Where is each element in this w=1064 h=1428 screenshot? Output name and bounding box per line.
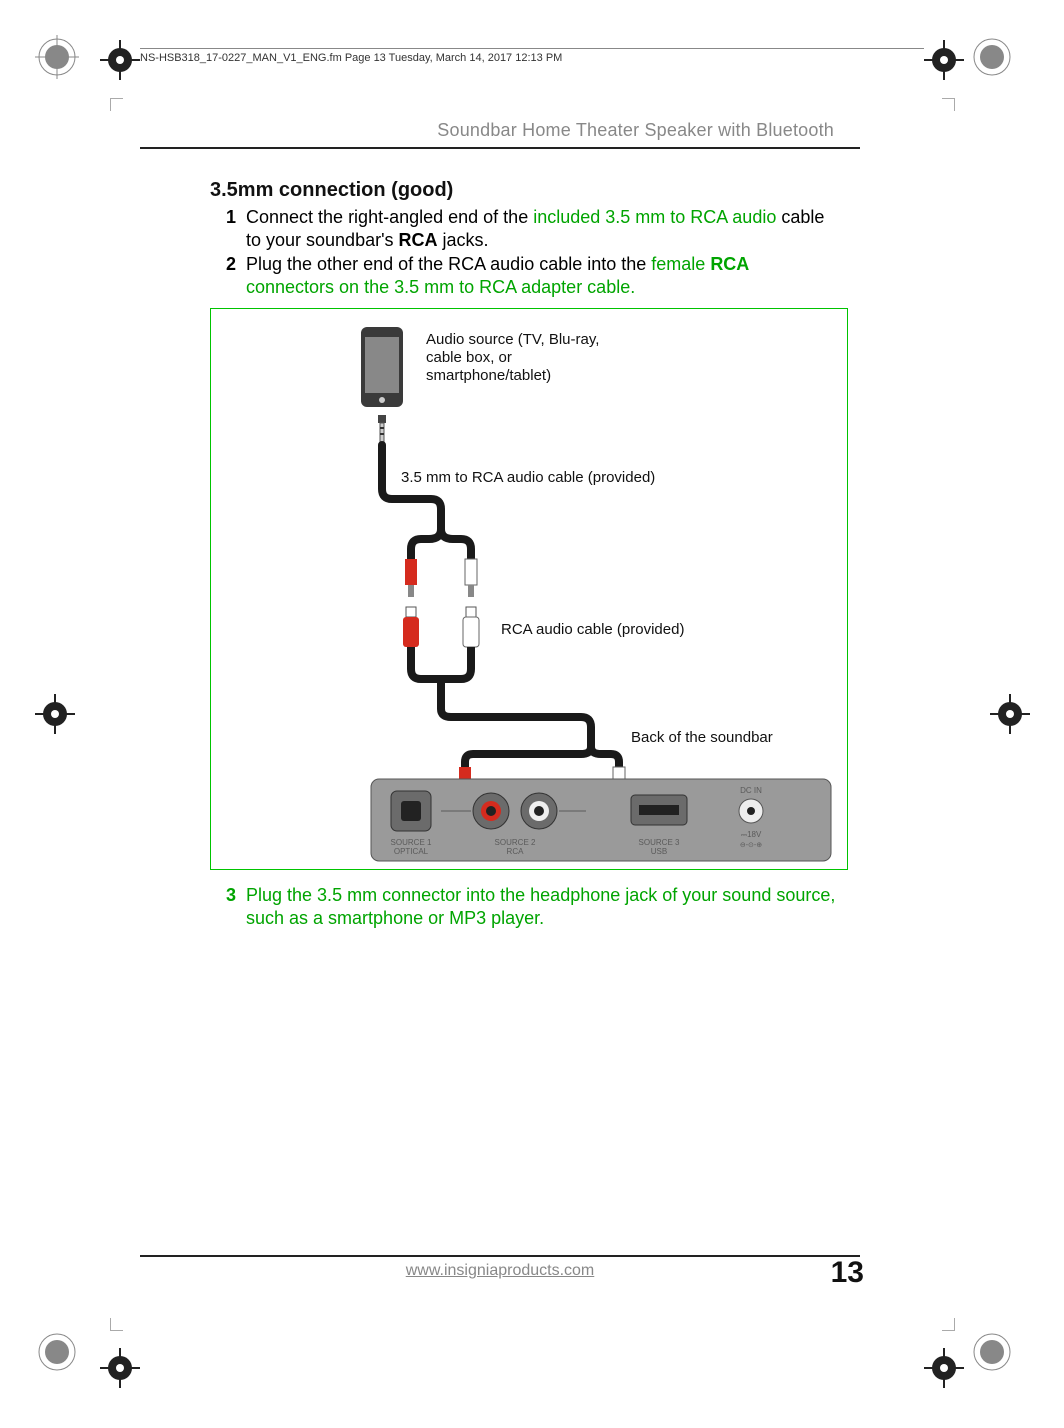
step-2: 2 Plug the other end of the RCA audio ca…: [210, 253, 840, 298]
label-audio-source: Audio source (TV, Blu-ray, cable box, or…: [426, 331, 616, 385]
cable: [411, 647, 431, 679]
svg-text:⊖-⊙-⊕: ⊖-⊙-⊕: [740, 842, 762, 849]
cable-35mm: [382, 445, 441, 529]
t: jacks.: [438, 230, 489, 250]
registration-mark-tr: [970, 35, 1040, 105]
svg-text:DC IN: DC IN: [740, 786, 762, 795]
step-1-text: Connect the right-angled end of the incl…: [246, 206, 840, 251]
crosshair-ml: [35, 694, 75, 734]
registration-mark-bl: [35, 1330, 105, 1400]
svg-text:SOURCE 2: SOURCE 2: [495, 838, 536, 847]
rca-plug-white-icon: [465, 559, 477, 597]
soundbar-back-panel: SOURCE 1 OPTICAL SOURCE 2 RCA: [371, 779, 831, 861]
cable: [441, 529, 471, 559]
crop-corner: [110, 1318, 123, 1331]
rca-plug-red-icon: [405, 559, 417, 597]
cable: [411, 529, 441, 559]
diagram-svg: SOURCE 1 OPTICAL SOURCE 2 RCA: [211, 309, 847, 869]
label-35mm-cable: 3.5 mm to RCA audio cable (provided): [401, 469, 655, 486]
jack-35mm-icon: [378, 415, 386, 445]
section-heading: 3.5mm connection (good): [210, 179, 840, 202]
crosshair-br: [924, 1348, 964, 1388]
title-rule: [140, 147, 860, 149]
cable: [465, 747, 591, 779]
crop-corner: [942, 98, 955, 111]
crosshair-tr: [924, 40, 964, 80]
svg-text:⎓18V: ⎓18V: [741, 830, 762, 839]
page-number: 13: [831, 1256, 864, 1290]
t: Connect the right-angled end of the: [246, 207, 533, 227]
svg-text:SOURCE 3: SOURCE 3: [639, 838, 680, 847]
footer-rule: [140, 1255, 860, 1257]
rca-female-red-icon: [403, 607, 419, 647]
svg-text:SOURCE 1: SOURCE 1: [391, 838, 432, 847]
step-3-text: Plug the 3.5 mm connector into the headp…: [246, 884, 840, 929]
registration-mark-tl: [35, 35, 105, 105]
filename-text: NS-HSB318_17-0227_MAN_V1_ENG.fm Page 13 …: [140, 52, 562, 64]
label-back-soundbar: Back of the soundbar: [631, 729, 773, 746]
footer-url: www.insigniaproducts.com: [406, 1262, 595, 1279]
header-filename: NS-HSB318_17-0227_MAN_V1_ENG.fm Page 13 …: [140, 48, 924, 64]
t: connectors on the 3.5 mm to RCA adapter …: [246, 277, 630, 297]
t: RCA: [399, 230, 438, 250]
t: Plug the other end of the RCA audio cabl…: [246, 254, 651, 274]
crop-corner: [110, 98, 123, 111]
cable: [441, 679, 591, 747]
svg-text:USB: USB: [651, 847, 667, 856]
step-2-num: 2: [210, 253, 236, 298]
step-3-num: 3: [210, 884, 236, 929]
svg-text:OPTICAL: OPTICAL: [394, 847, 429, 856]
body: 3.5mm connection (good) 1 Connect the ri…: [210, 179, 840, 929]
step-1: 1 Connect the right-angled end of the in…: [210, 206, 840, 251]
footer: www.insigniaproducts.com: [140, 1262, 860, 1280]
t: RCA: [710, 254, 749, 274]
t: female: [651, 254, 710, 274]
page: NS-HSB318_17-0227_MAN_V1_ENG.fm Page 13 …: [0, 0, 1064, 1428]
cable: [451, 647, 471, 679]
registration-mark-br: [970, 1330, 1040, 1400]
crosshair-mr: [990, 694, 1030, 734]
step-3: 3 Plug the 3.5 mm connector into the hea…: [210, 884, 840, 929]
label-rca-cable: RCA audio cable (provided): [501, 621, 684, 638]
content: Soundbar Home Theater Speaker with Bluet…: [140, 120, 924, 1320]
t: included 3.5 mm to RCA audio: [533, 207, 776, 227]
step-1-num: 1: [210, 206, 236, 251]
connection-diagram: SOURCE 1 OPTICAL SOURCE 2 RCA: [210, 308, 848, 870]
product-title: Soundbar Home Theater Speaker with Bluet…: [140, 120, 924, 141]
t: .: [630, 277, 635, 297]
rca-female-white-icon: [463, 607, 479, 647]
svg-text:RCA: RCA: [507, 847, 525, 856]
smartphone-icon: [361, 327, 403, 407]
crop-corner: [942, 1318, 955, 1331]
crosshair-bl: [100, 1348, 140, 1388]
crosshair-tl: [100, 40, 140, 80]
step-2-text: Plug the other end of the RCA audio cabl…: [246, 253, 840, 298]
